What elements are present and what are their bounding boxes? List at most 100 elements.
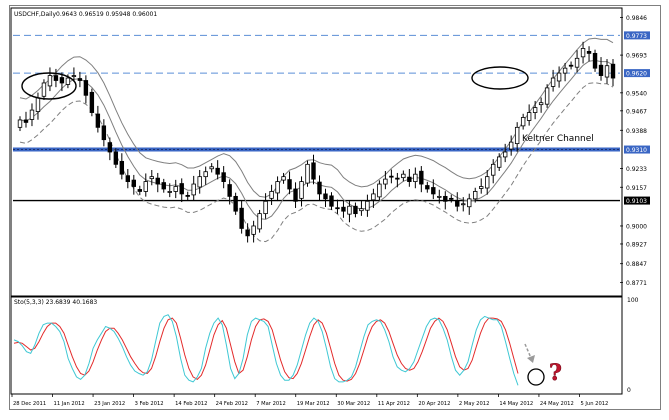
candle-bull — [461, 203, 466, 206]
candle-bull — [437, 195, 442, 198]
candle-bull — [149, 176, 154, 180]
candle-bull — [269, 191, 274, 199]
candle-bull — [251, 225, 256, 235]
price-label: 0.9000 — [626, 223, 647, 230]
candle-bear — [77, 78, 83, 81]
candle-bull — [580, 48, 586, 58]
stoch-main-line — [13, 314, 519, 386]
main-price-panel — [10, 7, 623, 297]
candle-bear — [293, 188, 298, 202]
price-label: 0.9693 — [626, 53, 647, 60]
prediction-circle — [527, 368, 545, 386]
price-tag: 0.9310 — [626, 147, 647, 154]
date-label: 11 Apr 2012 — [378, 401, 410, 407]
candle-bull — [538, 102, 544, 106]
candle-bear — [455, 199, 460, 207]
candle-bull — [203, 171, 208, 178]
date-label: 24 May 2012 — [540, 401, 574, 407]
candle-bear — [431, 187, 436, 195]
candle-bull — [305, 163, 310, 184]
candle-bear — [323, 193, 328, 200]
candle-bear — [425, 185, 430, 190]
candle-bull — [257, 213, 262, 230]
candle-bull — [377, 183, 382, 198]
candle-bull — [574, 57, 580, 68]
candle-bull — [281, 176, 286, 181]
candle-bear — [335, 207, 340, 210]
candle-bull — [556, 72, 562, 82]
candle-bear — [395, 177, 400, 180]
stoch-axis-bottom: 0 — [627, 387, 631, 394]
candle-bull — [383, 178, 388, 185]
price-label: 0.9540 — [626, 90, 647, 97]
candle-bull — [47, 75, 53, 87]
price-label: 0.9467 — [626, 108, 647, 115]
candle-bear — [311, 162, 316, 180]
price-label: 0.9157 — [626, 185, 647, 192]
candle-bear — [389, 175, 394, 178]
price-tag-bg — [624, 196, 650, 205]
candles — [17, 41, 616, 243]
candle-bear — [155, 177, 160, 185]
date-label: 24 Feb 2012 — [216, 401, 248, 407]
candle-bull — [491, 163, 496, 176]
date-axis: 28 Dec 2011 11 Jan 2012 23 Jan 2012 3 Feb 2… — [11, 394, 608, 407]
price-label: 0.9233 — [626, 166, 647, 173]
price-axis: 0.9846 0.9773 0.9693 0.9620 0.9540 0.9467 0.93… — [620, 15, 650, 287]
price-tag: 0.9103 — [626, 198, 647, 205]
candle-bear — [592, 52, 598, 69]
candle-bear — [89, 91, 95, 113]
candle-bull — [526, 112, 532, 121]
candle-bear — [341, 206, 346, 212]
candle-bull — [71, 75, 77, 77]
candle-bear — [407, 176, 412, 182]
candle-bull — [508, 141, 514, 150]
candle-bear — [443, 195, 448, 202]
candle-bear — [113, 151, 119, 165]
date-label: 30 Mar 2012 — [337, 401, 370, 407]
price-tag-bg — [624, 31, 650, 40]
candle-bull — [479, 186, 484, 189]
candle-bull — [209, 166, 214, 170]
candle-bear — [185, 194, 190, 197]
date-label: 14 Feb 2012 — [175, 401, 207, 407]
candle-bear — [215, 167, 220, 175]
candle-bull — [17, 119, 23, 128]
date-label: 20 Apr 2012 — [418, 401, 450, 407]
price-label: 0.9388 — [626, 128, 647, 135]
price-label: 0.9846 — [626, 15, 647, 22]
price-label: 0.8927 — [626, 241, 647, 248]
candle-bear — [568, 64, 574, 67]
candle-bear — [125, 175, 131, 182]
candle-bear — [419, 170, 424, 185]
candle-bear — [179, 183, 184, 195]
date-label: 28 Dec 2011 — [13, 401, 46, 407]
candle-bear — [353, 205, 358, 215]
candle-bull — [502, 151, 508, 158]
price-label: 0.8771 — [626, 280, 647, 287]
candle-bull — [550, 77, 556, 87]
candle-bull — [485, 176, 490, 189]
candle-bear — [95, 113, 101, 128]
candle-bear — [329, 195, 334, 207]
candle-bull — [41, 82, 47, 97]
candle-bull — [359, 208, 364, 212]
candle-bear — [610, 63, 616, 79]
candle-bear — [131, 179, 137, 187]
date-label: 2 May 2012 — [459, 401, 490, 407]
left-top-highlight — [21, 72, 77, 100]
down-arrow-shaft — [524, 343, 532, 359]
symbol-label: USDCHF,Daily — [14, 11, 57, 18]
candle-bear — [233, 195, 238, 212]
candle-bear — [227, 184, 232, 197]
date-label: 11 Jan 2012 — [54, 401, 85, 407]
date-label: 7 Mar 2012 — [256, 401, 286, 407]
price-tag: 0.9620 — [626, 71, 647, 78]
stochastic-lines — [13, 314, 519, 386]
candle-bull — [473, 191, 478, 200]
candle-bull — [604, 65, 610, 78]
candle-bull — [29, 109, 35, 120]
candle-bear — [101, 125, 107, 141]
candle-bear — [598, 64, 604, 76]
